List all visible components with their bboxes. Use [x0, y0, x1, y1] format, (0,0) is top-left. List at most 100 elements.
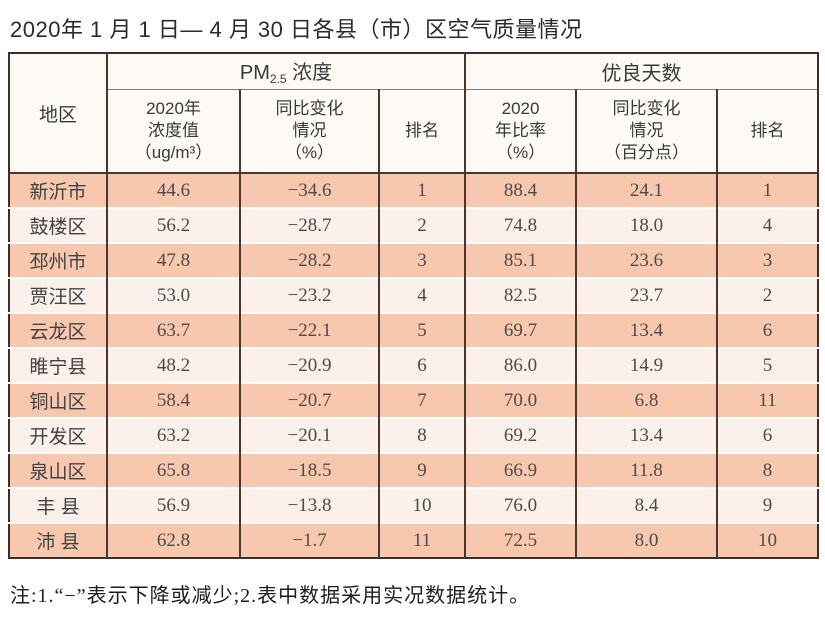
good-rank-cell: 4 — [716, 207, 819, 243]
good-change-cell: 8.0 — [575, 522, 718, 558]
pm-rank-cell: 6 — [377, 347, 466, 383]
pm-change-cell: −23.2 — [239, 277, 379, 313]
table-row: 沛 县 62.8 −1.7 11 72.5 8.0 10 — [9, 522, 819, 558]
good-rank-cell: 1 — [716, 173, 819, 208]
good-rank-cell: 10 — [716, 522, 819, 558]
table-row: 开发区 63.2 −20.1 8 69.2 13.4 6 — [9, 417, 819, 453]
column-header-good-change: 同比变化 情况 （百分点） — [575, 89, 718, 174]
region-cell: 鼓楼区 — [9, 207, 107, 243]
table-row: 云龙区 63.7 −22.1 5 69.7 13.4 6 — [9, 312, 819, 348]
column-header-pm-change: 同比变化 情况 （%） — [239, 89, 379, 174]
pm-rank-cell: 10 — [377, 487, 466, 523]
pm-value-cell: 48.2 — [106, 347, 240, 383]
table-row: 贾汪区 53.0 −23.2 4 82.5 23.7 2 — [9, 277, 819, 313]
pm-value-cell: 58.4 — [106, 382, 240, 418]
good-change-cell: 23.7 — [575, 277, 718, 313]
pm-change-cell: −28.7 — [239, 207, 379, 243]
pm-rank-cell: 2 — [377, 207, 466, 243]
good-change-cell: 14.9 — [575, 347, 718, 383]
pm-value-cell: 47.8 — [106, 242, 240, 278]
pm-change-cell: −20.1 — [239, 417, 379, 453]
good-rank-cell: 6 — [716, 417, 819, 453]
good-change-cell: 13.4 — [575, 312, 718, 348]
good-ratio-cell: 69.2 — [464, 417, 577, 453]
column-header-good-rank: 排名 — [716, 89, 819, 174]
good-ratio-cell: 85.1 — [464, 242, 577, 278]
pm-value-cell: 53.0 — [106, 277, 240, 313]
table-row: 铜山区 58.4 −20.7 7 70.0 6.8 11 — [9, 382, 819, 418]
good-rank-cell: 11 — [716, 382, 819, 418]
good-change-cell: 13.4 — [575, 417, 718, 453]
pm-change-cell: −18.5 — [239, 452, 379, 488]
good-rank-cell: 5 — [716, 347, 819, 383]
good-change-cell: 18.0 — [575, 207, 718, 243]
pm-change-cell: −22.1 — [239, 312, 379, 348]
pm-value-cell: 44.6 — [106, 173, 240, 208]
table-row: 新沂市 44.6 −34.6 1 88.4 24.1 1 — [9, 173, 819, 208]
pm-rank-cell: 5 — [377, 312, 466, 348]
pm25-label-suffix: 浓度 — [286, 62, 333, 85]
column-group-pm25: PM2.5 浓度 — [105, 53, 466, 90]
region-cell: 泉山区 — [9, 452, 107, 488]
good-rank-cell: 8 — [716, 452, 819, 488]
pm-rank-cell: 8 — [377, 417, 466, 453]
column-header-pm-value: 2020年 浓度值 （ug/m³） — [106, 89, 240, 174]
pm-change-cell: −20.9 — [239, 347, 379, 383]
good-rank-cell: 3 — [716, 242, 819, 278]
table-row: 丰 县 56.9 −13.8 10 76.0 8.4 9 — [9, 487, 819, 523]
page-title: 2020年 1 月 1 日— 4 月 30 日各县（市）区空气质量情况 — [10, 17, 583, 42]
column-group-good-days: 优良天数 — [464, 53, 819, 90]
pm-change-cell: −13.8 — [239, 487, 379, 523]
pm-rank-cell: 1 — [377, 173, 466, 208]
pm-value-cell: 56.9 — [106, 487, 240, 523]
good-ratio-cell: 82.5 — [464, 277, 577, 313]
region-cell: 贾汪区 — [9, 277, 107, 313]
good-change-cell: 6.8 — [575, 382, 718, 418]
good-ratio-cell: 88.4 — [464, 173, 577, 208]
table-footnote: 注:1.“−”表示下降或减少;2.表中数据采用实况数据统计。 — [10, 585, 531, 607]
good-ratio-cell: 72.5 — [464, 522, 577, 558]
pm-change-cell: −1.7 — [239, 522, 379, 558]
good-ratio-cell: 66.9 — [464, 452, 577, 488]
good-ratio-cell: 76.0 — [464, 487, 577, 523]
pm-value-cell: 65.8 — [106, 452, 240, 488]
good-change-cell: 8.4 — [575, 487, 718, 523]
pm-value-cell: 56.2 — [106, 207, 240, 243]
region-cell: 丰 县 — [9, 487, 107, 523]
good-change-cell: 11.8 — [575, 452, 718, 488]
pm-rank-cell: 4 — [377, 277, 466, 313]
pm25-label-subscript: 2.5 — [269, 72, 287, 87]
header-group-row: 地区 PM2.5 浓度 优良天数 — [9, 53, 819, 174]
table-row: 邳州市 47.8 −28.2 3 85.1 23.6 3 — [9, 242, 819, 278]
region-cell: 邳州市 — [9, 242, 107, 278]
pm-value-cell: 63.2 — [106, 417, 240, 453]
region-cell: 睢宁县 — [9, 347, 107, 383]
pm-rank-cell: 7 — [377, 382, 466, 418]
good-rank-cell: 9 — [716, 487, 819, 523]
column-header-good-ratio: 2020 年比率 （%） — [464, 89, 577, 174]
good-rank-cell: 2 — [716, 277, 819, 313]
good-ratio-cell: 86.0 — [464, 347, 577, 383]
pm-rank-cell: 3 — [377, 242, 466, 278]
pm25-label-prefix: PM — [239, 62, 270, 85]
good-ratio-cell: 74.8 — [464, 207, 577, 243]
good-change-cell: 24.1 — [575, 173, 718, 208]
table-row: 睢宁县 48.2 −20.9 6 86.0 14.9 5 — [9, 347, 819, 383]
column-header-pm-rank: 排名 — [377, 89, 466, 174]
region-cell: 新沂市 — [9, 173, 107, 208]
pm-rank-cell: 9 — [377, 452, 466, 488]
table-row: 泉山区 65.8 −18.5 9 66.9 11.8 8 — [9, 452, 819, 488]
region-cell: 铜山区 — [9, 382, 107, 418]
good-ratio-cell: 70.0 — [464, 382, 577, 418]
good-rank-cell: 6 — [716, 312, 819, 348]
pm-change-cell: −28.2 — [239, 242, 379, 278]
table-row: 鼓楼区 56.2 −28.7 2 74.8 18.0 4 — [9, 207, 819, 243]
air-quality-table: 地区 PM2.5 浓度 优良天数 2020年 浓度值 （ug/m³） 同比变化 … — [8, 52, 820, 559]
pm-change-cell: −34.6 — [239, 173, 379, 208]
good-change-cell: 23.6 — [575, 242, 718, 278]
pm-rank-cell: 11 — [377, 522, 466, 558]
region-cell: 开发区 — [9, 417, 107, 453]
good-ratio-cell: 69.7 — [464, 312, 577, 348]
pm-change-cell: −20.7 — [239, 382, 379, 418]
column-header-region: 地区 — [9, 53, 107, 174]
